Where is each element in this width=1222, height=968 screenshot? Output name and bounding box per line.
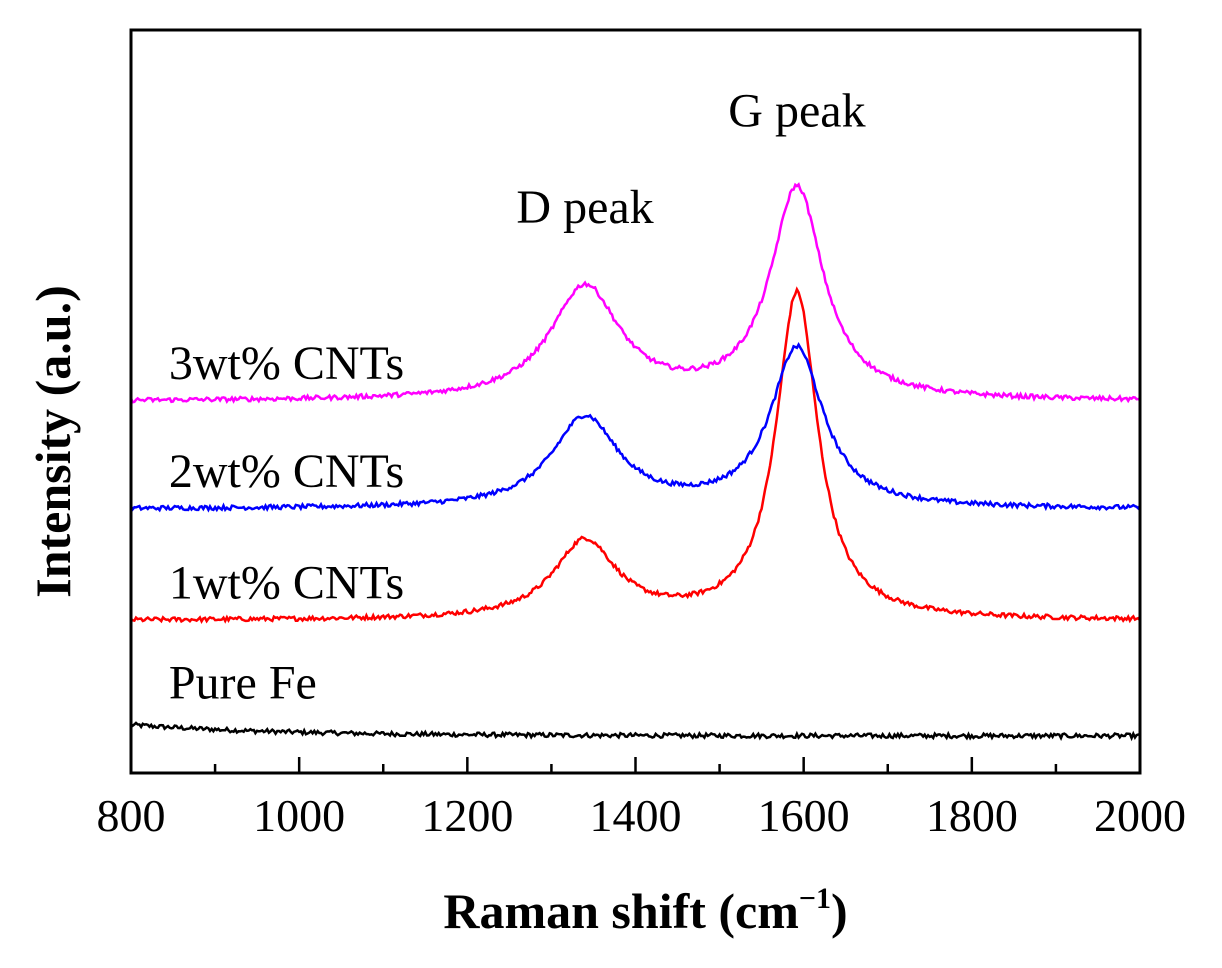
annotation-g-peak: G peak xyxy=(728,85,865,138)
x-tick-label: 1000 xyxy=(253,790,345,841)
annotations: D peak G peak 3wt% CNTs 2wt% CNTs 1wt% CNTs P… xyxy=(169,85,866,710)
x-tick-label: 1800 xyxy=(926,790,1018,841)
x-tick-label: 1600 xyxy=(758,790,850,841)
y-axis-title: Intensity (a.u.) xyxy=(25,285,81,598)
x-tick-label: 1200 xyxy=(421,790,513,841)
x-tick-label: 2000 xyxy=(1094,790,1186,841)
annotation-3wt-cnts: 3wt% CNTs xyxy=(169,337,404,390)
annotation-1wt-cnts: 1wt% CNTs xyxy=(169,556,404,609)
annotation-2wt-cnts: 2wt% CNTs xyxy=(169,445,404,498)
annotation-d-peak: D peak xyxy=(516,181,653,234)
series-line-2wt-cnts xyxy=(129,342,1142,513)
x-axis-ticks: 800 1000 1200 1400 1600 1800 2000 xyxy=(97,757,1186,841)
x-tick-label: 1400 xyxy=(590,790,682,841)
x-axis-title: Raman shift (cm−1) xyxy=(443,882,847,939)
series-layer xyxy=(129,182,1142,742)
series-line-3wt-cnts xyxy=(129,182,1141,404)
series-line-1wt-cnts xyxy=(130,286,1142,624)
annotation-pure-fe: Pure Fe xyxy=(169,657,317,710)
series-line-pure-fe xyxy=(130,721,1141,742)
x-tick-label: 800 xyxy=(97,790,166,841)
